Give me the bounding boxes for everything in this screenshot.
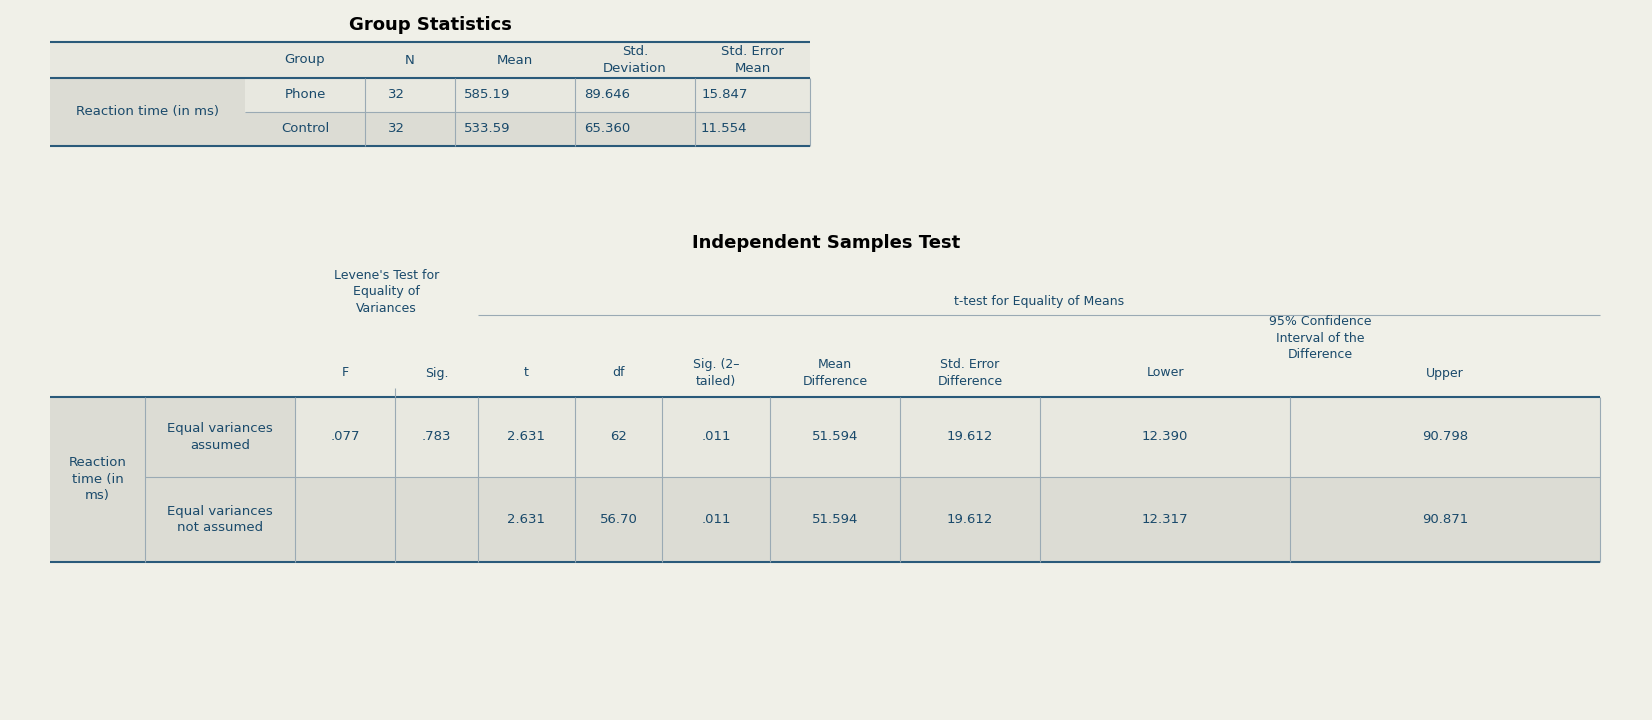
Text: 51.594: 51.594 [811,431,857,444]
Bar [50,42,809,78]
Bar [296,477,1601,562]
Text: 90.871: 90.871 [1422,513,1469,526]
Bar [50,78,244,146]
Text: t-test for Equality of Means: t-test for Equality of Means [953,295,1123,308]
Text: Control: Control [281,122,329,135]
Text: Reaction
time (in
ms): Reaction time (in ms) [69,456,127,503]
Bar [244,112,809,146]
Text: Equal variances
assumed: Equal variances assumed [167,422,273,451]
Text: 90.798: 90.798 [1422,431,1469,444]
Text: Std. Error
Difference: Std. Error Difference [937,359,1003,388]
Bar [145,477,296,562]
Text: Sig.: Sig. [425,366,448,379]
Text: 65.360: 65.360 [583,122,629,135]
Text: Std.
Deviation: Std. Deviation [603,45,667,75]
Text: Independent Samples Test: Independent Samples Test [692,234,960,252]
Text: 533.59: 533.59 [464,122,510,135]
Text: 19.612: 19.612 [947,513,993,526]
Text: Equal variances
not assumed: Equal variances not assumed [167,505,273,534]
Text: Mean
Difference: Mean Difference [803,359,867,388]
Text: Reaction time (in ms): Reaction time (in ms) [76,106,220,119]
Text: N: N [405,53,415,66]
Text: .011: .011 [700,431,730,444]
Text: 12.317: 12.317 [1142,513,1188,526]
Text: Phone: Phone [284,89,325,102]
Text: 62: 62 [610,431,628,444]
Text: Upper: Upper [1426,366,1464,379]
Bar [145,397,296,477]
Text: 15.847: 15.847 [700,89,747,102]
Text: 11.554: 11.554 [700,122,747,135]
Text: .783: .783 [421,431,451,444]
Bar [244,78,809,112]
Text: .011: .011 [700,513,730,526]
Text: 12.390: 12.390 [1142,431,1188,444]
Text: 89.646: 89.646 [585,89,629,102]
Text: 32: 32 [388,122,405,135]
Text: df: df [613,366,624,379]
Bar [50,397,145,562]
Text: Levene's Test for
Equality of
Variances: Levene's Test for Equality of Variances [334,269,439,315]
Text: 19.612: 19.612 [947,431,993,444]
Text: Sig. (2–
tailed): Sig. (2– tailed) [692,359,738,388]
Text: Std. Error
Mean: Std. Error Mean [720,45,785,75]
Text: 585.19: 585.19 [464,89,510,102]
Text: Mean: Mean [497,53,534,66]
Text: 2.631: 2.631 [507,431,545,444]
Text: .077: .077 [330,431,360,444]
Text: Group: Group [284,53,325,66]
Text: t: t [524,366,529,379]
Text: 32: 32 [388,89,405,102]
Text: F: F [342,366,349,379]
Text: Group Statistics: Group Statistics [349,16,512,34]
Text: 56.70: 56.70 [600,513,638,526]
Bar [50,397,1601,562]
Text: 51.594: 51.594 [811,513,857,526]
Text: 2.631: 2.631 [507,513,545,526]
Bar [296,397,1601,477]
Text: 95% Confidence
Interval of the
Difference: 95% Confidence Interval of the Differenc… [1269,315,1371,361]
Text: Lower: Lower [1146,366,1184,379]
